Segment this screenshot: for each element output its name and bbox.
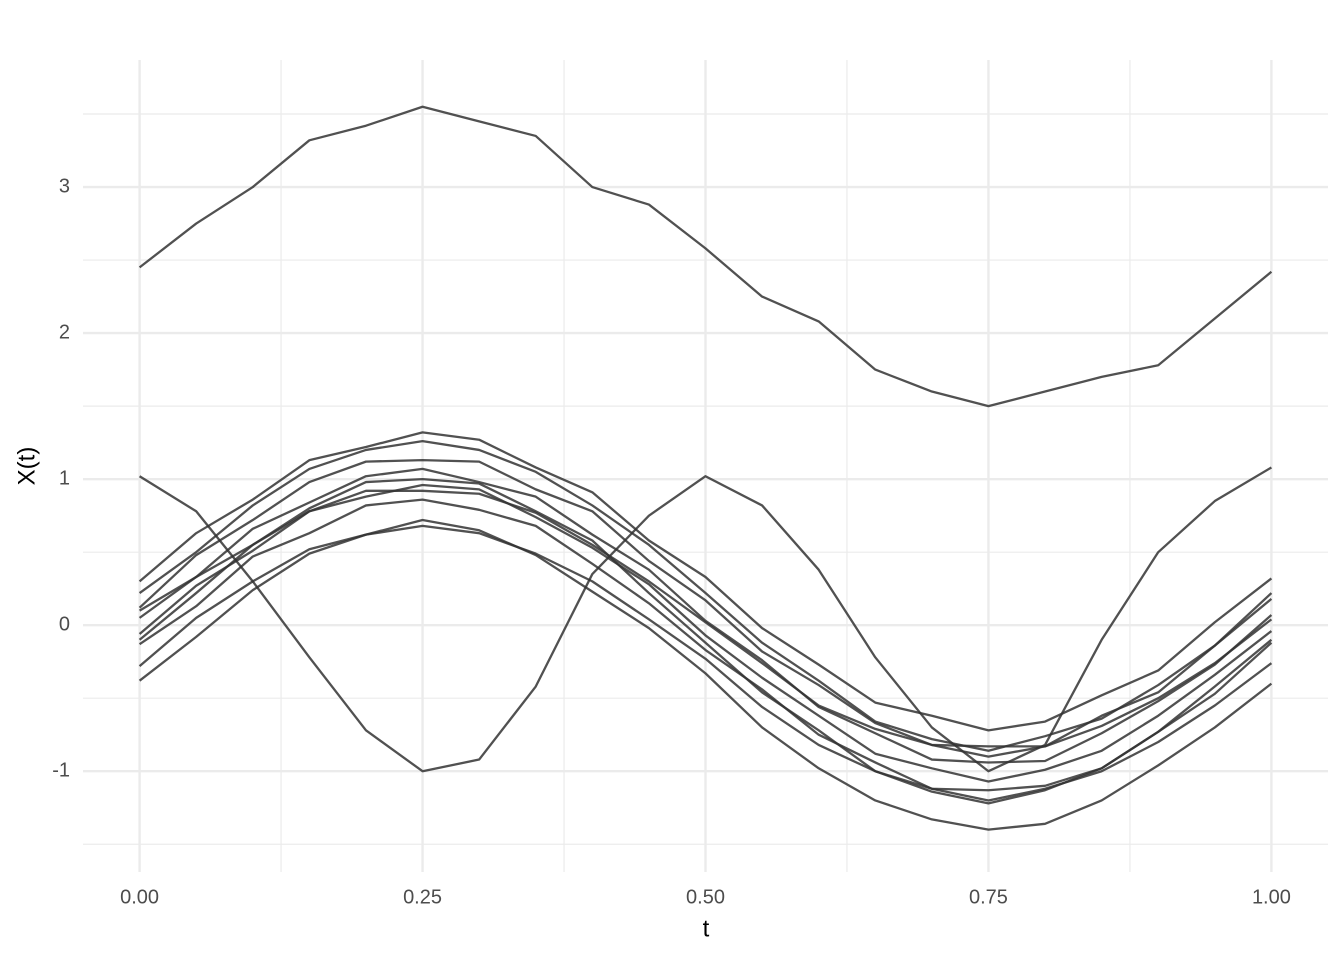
y-tick-label: 1 [59, 467, 70, 489]
y-axis-title: X(t) [13, 447, 40, 486]
x-tick-label: 0.75 [969, 886, 1008, 908]
y-tick-label: 2 [59, 321, 70, 343]
series-line [139, 489, 1273, 758]
series-line [138, 431, 1273, 732]
series-line [138, 105, 1273, 408]
y-tick-label: 3 [59, 175, 70, 197]
y-tick-label: 0 [59, 613, 70, 635]
series-line [138, 498, 1273, 792]
series-line [138, 466, 1272, 773]
series-line [138, 524, 1273, 802]
x-tick-label: 0.00 [120, 886, 159, 908]
series-line [138, 483, 1273, 783]
series-line [138, 467, 1273, 764]
x-tick-label: 1.00 [1252, 886, 1291, 908]
series-line [138, 459, 1273, 748]
series-line [138, 477, 1273, 805]
y-tick-label: -1 [52, 760, 70, 782]
series-line [138, 440, 1273, 752]
x-axis-title: t [703, 915, 710, 942]
x-tick-label: 0.50 [686, 886, 725, 908]
series-line [138, 518, 1273, 831]
x-tick-label: 0.25 [403, 886, 442, 908]
